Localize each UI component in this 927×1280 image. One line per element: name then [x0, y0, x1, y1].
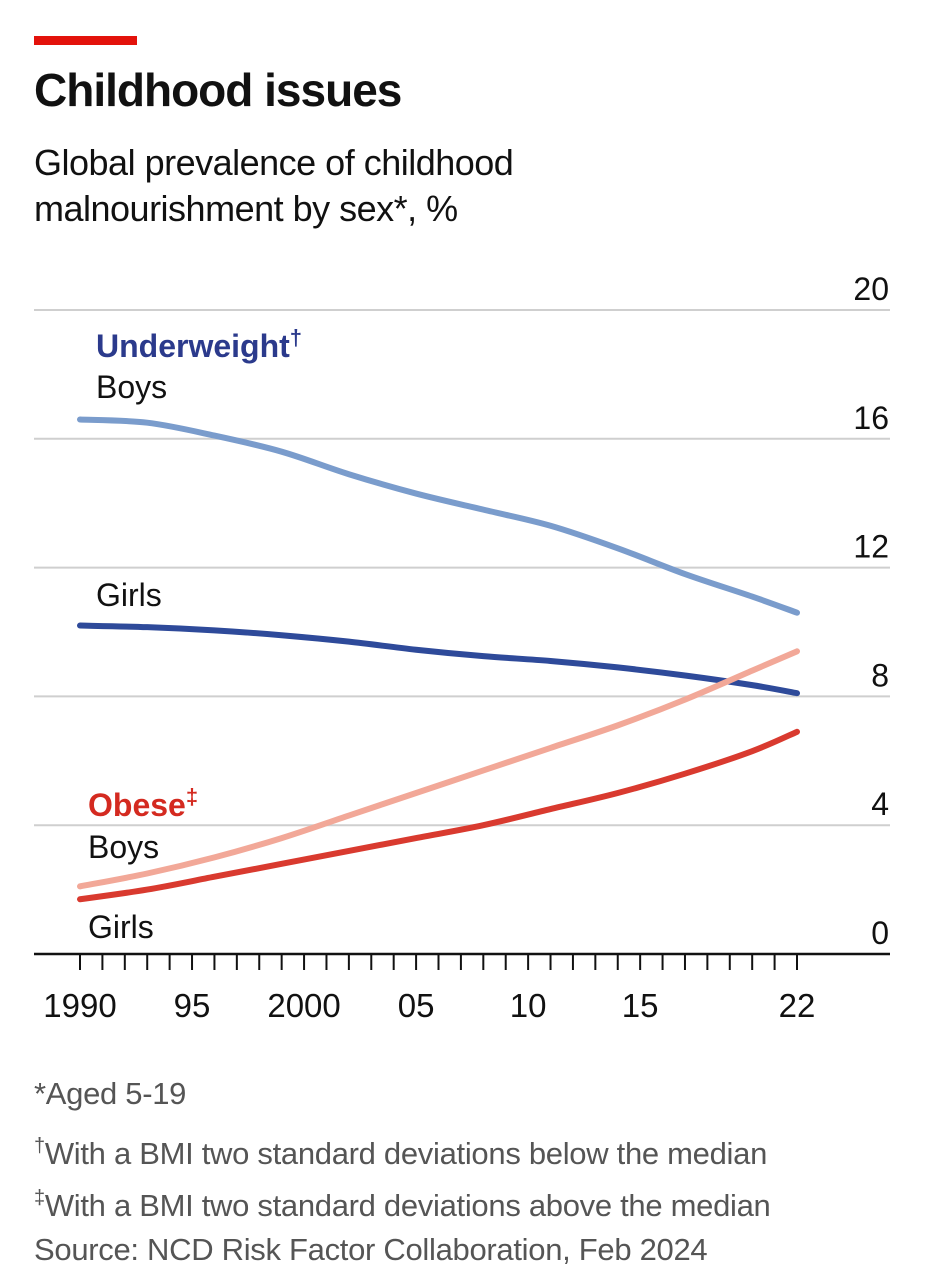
footnote-aged: *Aged 5-19 [34, 1076, 187, 1111]
series-label-obese-boys: Boys [88, 829, 159, 865]
group-label-obese-mark: ‡ [186, 784, 198, 809]
series-label-underweight-boys: Boys [96, 369, 167, 405]
group-label-underweight: Underweight† [96, 325, 302, 364]
group-label-underweight-text: Underweight [96, 328, 290, 364]
y-axis-labels: 0 4 8 12 16 20 [853, 271, 889, 951]
x-tick-label-2015: 15 [622, 987, 659, 1024]
x-tick-label-2010: 10 [510, 987, 547, 1024]
series-line-obese-girls [77, 728, 800, 903]
group-label-obese: Obese‡ [88, 784, 198, 823]
y-tick-label-4: 4 [871, 786, 889, 822]
chart-title: Childhood issues [34, 64, 402, 116]
footnote-ddagger: ‡With a BMI two standard deviations abov… [34, 1172, 771, 1224]
line-chart: 1990 95 2000 05 10 15 22 0 4 8 12 16 20 Underweight… [34, 271, 890, 1024]
series-lines [77, 416, 800, 903]
y-tick-label-20: 20 [853, 271, 889, 307]
annotations: Underweight† Obese‡ Boys Girls Boys Girls [88, 325, 302, 945]
y-tick-label-0: 0 [871, 915, 889, 951]
dagger-text: With a BMI two standard deviations below… [44, 1136, 768, 1171]
group-label-underweight-mark: † [290, 325, 302, 350]
y-tick-label-8: 8 [871, 657, 889, 693]
x-tick-label-2000: 2000 [267, 987, 340, 1024]
ddagger-text: With a BMI two standard deviations above… [44, 1188, 771, 1223]
series-line-underweight-girls [77, 622, 800, 697]
footnote-dagger: †With a BMI two standard deviations belo… [34, 1120, 771, 1172]
accent-bar [34, 36, 137, 45]
dagger-mark: † [34, 1135, 45, 1157]
chart-subtitle: Global prevalence of childhood malnouris… [34, 142, 514, 229]
footnote-source: Source: NCD Risk Factor Collaboration, F… [34, 1232, 708, 1267]
series-label-obese-girls: Girls [88, 909, 154, 945]
x-axis: 1990 95 2000 05 10 15 22 [34, 952, 890, 1024]
ddagger-mark: ‡ [34, 1187, 45, 1209]
gridlines [34, 309, 890, 827]
series-line-obese-boys [77, 648, 800, 890]
x-tick-label-1995: 95 [174, 987, 211, 1024]
group-label-obese-text: Obese [88, 787, 186, 823]
y-tick-label-12: 12 [853, 529, 889, 565]
footnotes: *Aged 5-19 †With a BMI two standard devi… [34, 1068, 771, 1276]
series-label-underweight-girls: Girls [96, 577, 162, 613]
y-tick-label-16: 16 [853, 400, 889, 436]
series-line-underweight-boys [77, 416, 800, 616]
x-tick-label-2022: 22 [779, 987, 816, 1024]
x-tick-label-1990: 1990 [43, 987, 116, 1024]
x-tick-label-2005: 05 [398, 987, 435, 1024]
